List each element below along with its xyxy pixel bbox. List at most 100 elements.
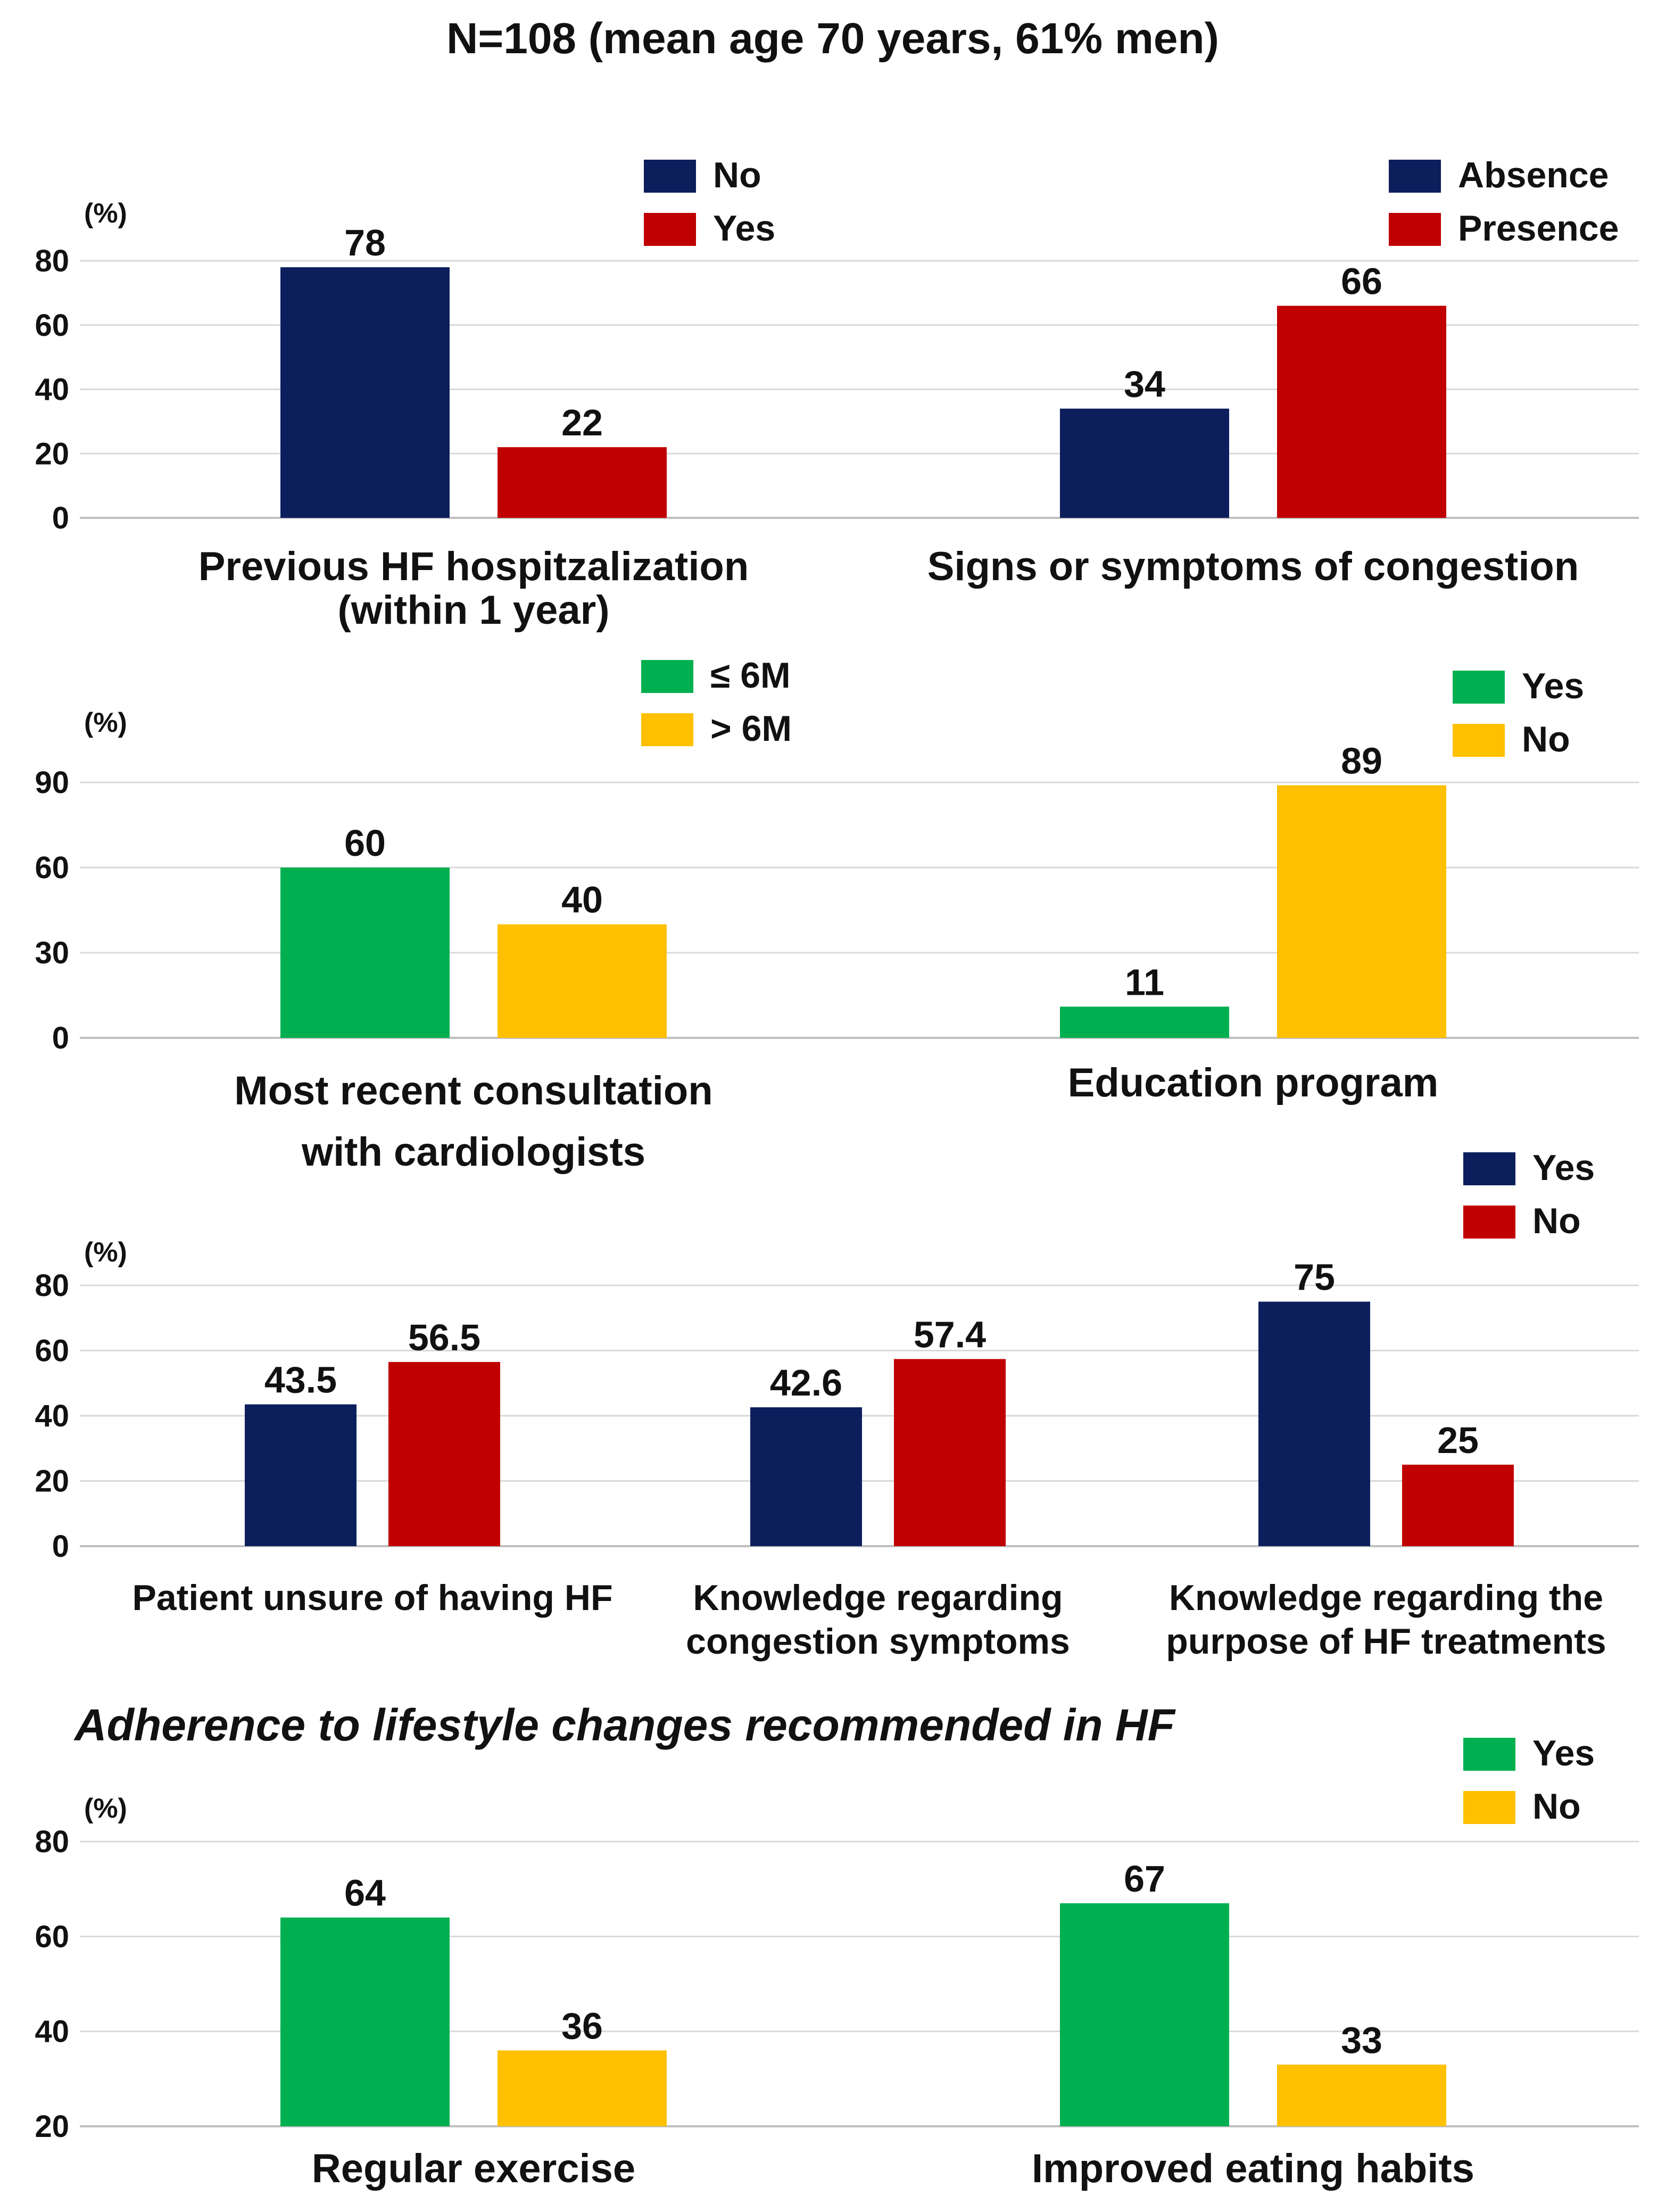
charts-layer: 0 20 40 60 80 (%) 78 22 Previous HF hospitzaliza… — [35, 155, 1639, 2191]
category-label: (within 1 year) — [338, 588, 610, 633]
bar-value-label: 43.5 — [264, 1359, 337, 1401]
category-label: Improved eating habits — [1032, 2146, 1474, 2191]
legend-swatch — [1463, 1738, 1515, 1771]
legend-swatch — [641, 713, 693, 746]
legend-label: ≤ 6M — [710, 655, 791, 696]
bar-value-label: 36 — [561, 2005, 603, 2046]
y-unit-label: (%) — [84, 1793, 127, 1824]
y-tick-label: 0 — [52, 1021, 69, 1055]
bar — [280, 868, 450, 1038]
legend-label: > 6M — [710, 708, 792, 749]
category-label: with cardiologists — [301, 1129, 645, 1175]
legend-label: Yes — [713, 208, 775, 249]
legend-swatch — [644, 213, 696, 246]
y-tick-label: 20 — [35, 436, 69, 471]
category-label: Patient unsure of having HF — [132, 1578, 613, 1618]
bar-value-label: 78 — [344, 222, 386, 263]
bar — [1060, 1903, 1229, 2126]
bar — [498, 924, 667, 1038]
bar-value-label: 89 — [1341, 740, 1382, 781]
y-tick-label: 60 — [35, 308, 69, 343]
y-tick-label: 40 — [35, 2015, 69, 2049]
bar-value-label: 67 — [1124, 1858, 1165, 1900]
legend-label: No — [1522, 719, 1570, 760]
section-title: Adherence to lifestyle changes recommend… — [73, 1700, 1176, 1750]
bar-value-label: 57.4 — [914, 1314, 986, 1355]
bar — [498, 447, 667, 518]
y-tick-label: 20 — [35, 2109, 69, 2144]
y-tick-label: 30 — [35, 936, 69, 970]
legend-label: Presence — [1458, 208, 1619, 249]
y-tick-label: 80 — [35, 1268, 69, 1303]
y-tick-label: 80 — [35, 244, 69, 278]
bar-value-label: 11 — [1125, 961, 1164, 1003]
legend-label: No — [1532, 1201, 1581, 1241]
legend-label: Yes — [1532, 1733, 1595, 1773]
bar — [280, 1917, 450, 2126]
y-unit-label: (%) — [84, 707, 127, 738]
legend-label: Absence — [1458, 155, 1609, 195]
legend-swatch — [1453, 724, 1505, 757]
legend-swatch — [1389, 213, 1441, 246]
legend-swatch — [641, 660, 693, 693]
y-tick-label: 40 — [35, 1399, 69, 1433]
category-label: Education program — [1068, 1060, 1439, 1105]
y-tick-label: 60 — [35, 1334, 69, 1368]
bar-value-label: 60 — [344, 822, 386, 864]
bar — [1277, 306, 1446, 518]
category-label: Knowledge regarding the — [1169, 1578, 1603, 1618]
y-tick-label: 60 — [35, 1919, 69, 1954]
bar — [1277, 785, 1446, 1038]
bar-value-label: 64 — [344, 1872, 386, 1914]
y-tick-label: 60 — [35, 851, 69, 885]
bar — [1060, 1006, 1229, 1038]
category-label: congestion symptoms — [686, 1621, 1070, 1662]
bar-value-label: 34 — [1124, 364, 1165, 405]
bar-value-label: 33 — [1341, 2019, 1382, 2061]
y-tick-label: 40 — [35, 373, 69, 407]
legend-label: No — [1532, 1786, 1581, 1827]
category-label: Most recent consultation — [234, 1068, 712, 1113]
y-tick-label: 0 — [52, 1529, 69, 1564]
legend-swatch — [1389, 160, 1441, 193]
bar-value-label: 40 — [561, 879, 603, 921]
bar-value-label: 75 — [1294, 1257, 1335, 1298]
bar — [750, 1407, 862, 1546]
category-label: Knowledge regarding — [693, 1578, 1063, 1618]
bar-value-label: 22 — [561, 402, 603, 443]
bar-value-label: 66 — [1341, 261, 1382, 302]
y-tick-label: 80 — [35, 1825, 69, 1859]
legend-label: Yes — [1522, 666, 1584, 706]
bar — [245, 1404, 357, 1546]
bar-value-label: 25 — [1437, 1419, 1479, 1461]
legend-swatch — [644, 160, 696, 193]
legend-label: No — [713, 155, 761, 195]
category-label: Previous HF hospitzalization — [198, 544, 749, 589]
legend-swatch — [1453, 671, 1505, 704]
bar-value-label: 42.6 — [770, 1362, 842, 1404]
legend-swatch — [1463, 1791, 1515, 1824]
bar — [1060, 408, 1229, 518]
bar — [1402, 1464, 1514, 1546]
bar — [894, 1359, 1006, 1546]
bar — [498, 2050, 667, 2126]
legend-swatch — [1463, 1152, 1515, 1185]
category-label: purpose of HF treatments — [1166, 1621, 1606, 1662]
bar — [1258, 1301, 1370, 1546]
bar-value-label: 56.5 — [408, 1317, 480, 1358]
category-label: Regular exercise — [312, 2146, 635, 2191]
figure-title: N=108 (mean age 70 years, 61% men) — [446, 14, 1219, 63]
legend-swatch — [1463, 1206, 1515, 1239]
y-unit-label: (%) — [84, 198, 127, 229]
y-tick-label: 90 — [35, 765, 69, 800]
y-tick-label: 20 — [35, 1464, 69, 1499]
category-label: Signs or symptoms of congestion — [927, 544, 1579, 589]
bar — [1277, 2065, 1446, 2126]
bar — [280, 267, 450, 518]
y-tick-label: 0 — [52, 501, 69, 535]
bar — [388, 1361, 500, 1546]
legend-label: Yes — [1532, 1148, 1595, 1188]
y-unit-label: (%) — [84, 1237, 127, 1268]
